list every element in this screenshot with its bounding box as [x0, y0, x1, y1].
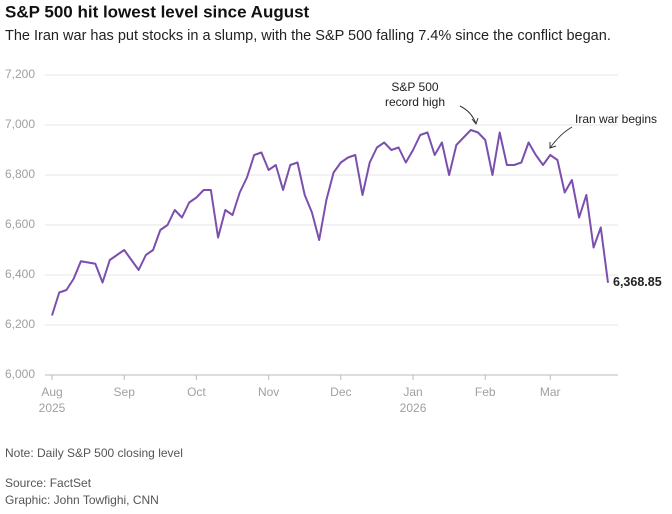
- y-tick-label: 7,000: [5, 117, 35, 131]
- value-label: 6,368.85: [613, 275, 662, 289]
- x-tick-label: Mar: [540, 385, 561, 399]
- x-tick-label: Oct: [187, 385, 206, 399]
- x-tick-label: Nov: [258, 385, 279, 399]
- source: Source: FactSet: [5, 476, 92, 490]
- x-tick-label: Feb: [475, 385, 496, 399]
- y-tick-label: 6,000: [5, 367, 35, 381]
- y-tick-label: 7,200: [5, 67, 35, 81]
- x-tick-label: Sep: [114, 385, 136, 399]
- y-tick-label: 6,200: [5, 317, 35, 331]
- annotation: Iran war begins: [575, 112, 657, 126]
- note: Note: Daily S&P 500 closing level: [5, 446, 183, 460]
- credit: Graphic: John Towfighi, CNN: [5, 493, 159, 507]
- y-tick-label: 6,400: [5, 267, 35, 281]
- y-tick-label: 6,600: [5, 217, 35, 231]
- annotation-arrow: [549, 126, 573, 149]
- x-tick-label: Aug 2025: [39, 385, 66, 415]
- y-tick-label: 6,800: [5, 167, 35, 181]
- annotation: S&P 500 record high: [385, 80, 445, 109]
- x-tick-label: Jan 2026: [400, 385, 427, 415]
- x-tick-label: Dec: [330, 385, 351, 399]
- series-line: [51, 129, 609, 316]
- annotation-arrow: [459, 105, 479, 126]
- chart-title: S&P 500 hit lowest level since August: [5, 2, 310, 21]
- chart-subtitle: The Iran war has put stocks in a slump, …: [5, 28, 611, 44]
